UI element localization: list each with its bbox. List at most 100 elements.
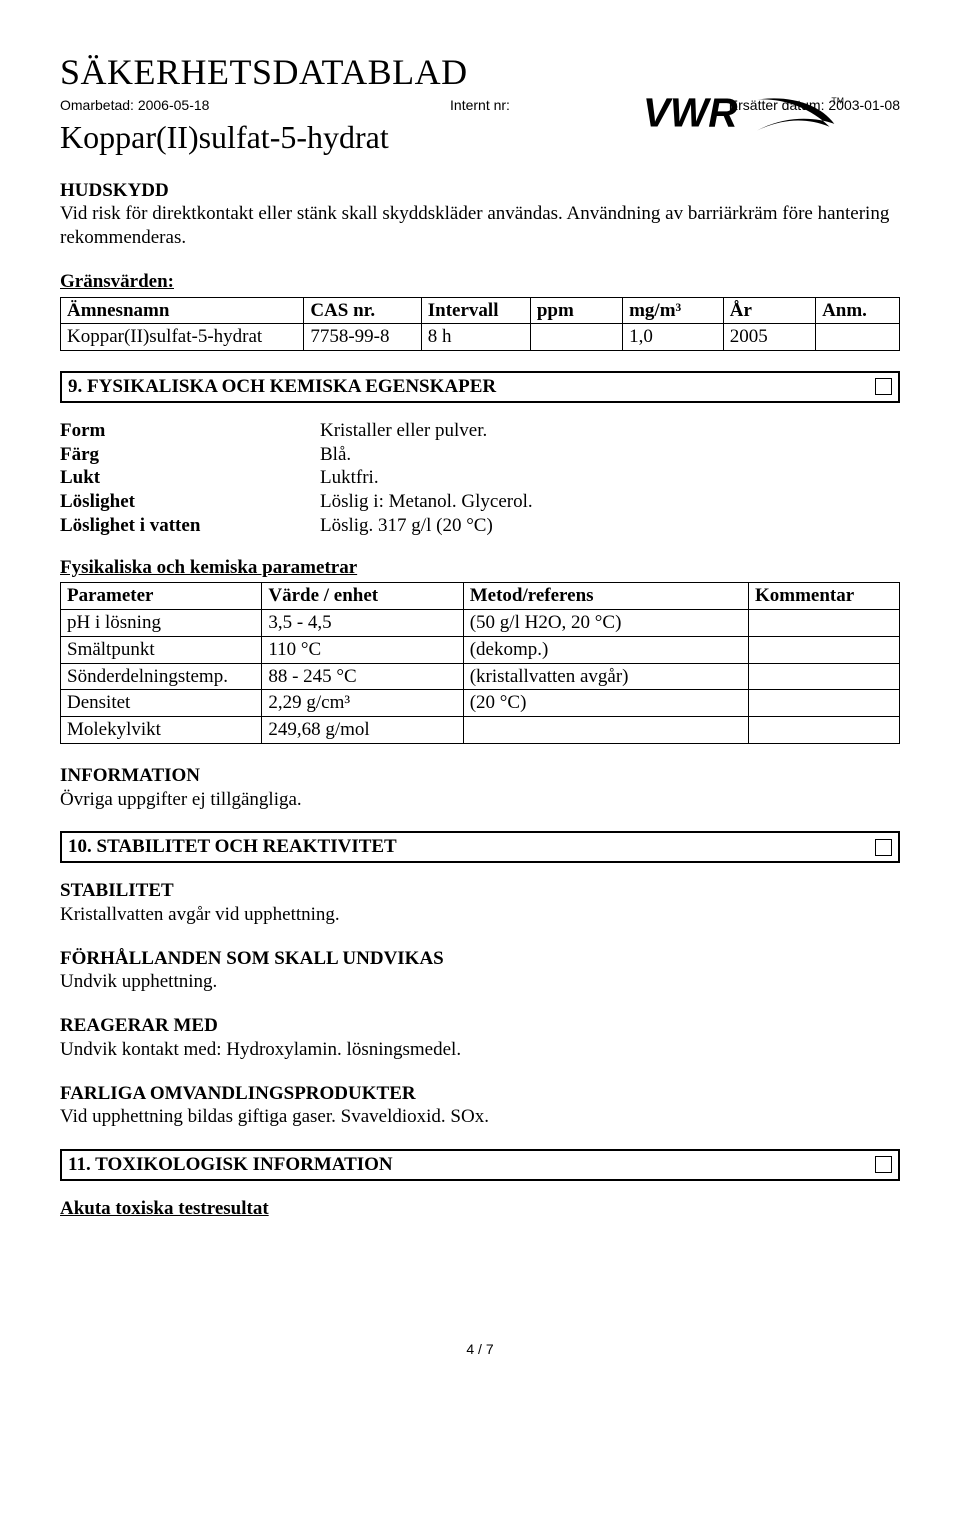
cell [748, 717, 899, 744]
section-10-title: 10. STABILITET OCH REAKTIVITET [68, 835, 397, 859]
gransvarden-table: Ämnesnamn CAS nr. Intervall ppm mg/m³ År… [60, 297, 900, 352]
cell: pH i lösning [61, 610, 262, 637]
table-row: Koppar(II)sulfat-5-hydrat 7758-99-8 8 h … [61, 324, 900, 351]
reacts-body: Undvik kontakt med: Hydroxylamin. lösnin… [60, 1038, 900, 1062]
table-row: Smältpunkt 110 °C (dekomp.) [61, 636, 900, 663]
cell: 249,68 g/mol [262, 717, 463, 744]
kv-val: Kristaller eller pulver. [320, 419, 900, 443]
cell: 7758-99-8 [304, 324, 421, 351]
table-row: Densitet 2,29 g/cm³ (20 °C) [61, 690, 900, 717]
cell: (20 °C) [463, 690, 748, 717]
col-mgm3: mg/m³ [623, 297, 724, 324]
kv-val: Löslig i: Metanol. Glycerol. [320, 490, 900, 514]
revised-label: Omarbetad: [60, 97, 134, 113]
hudskydd-title: HUDSKYDD [60, 179, 900, 203]
kv-val: Blå. [320, 443, 900, 467]
cell: 1,0 [623, 324, 724, 351]
cell: 2005 [723, 324, 815, 351]
conditions-title: FÖRHÅLLANDEN SOM SKALL UNDVIKAS [60, 947, 900, 971]
gransvarden-title: Gränsvärden: [60, 270, 900, 294]
cell: Koppar(II)sulfat-5-hydrat [61, 324, 304, 351]
decomp-block: FARLIGA OMVANDLINGSPRODUKTER Vid upphett… [60, 1082, 900, 1130]
col-intervall: Intervall [421, 297, 530, 324]
cell: Sönderdelningstemp. [61, 663, 262, 690]
stabilitet-title: STABILITET [60, 879, 900, 903]
information-body: Övriga uppgifter ej tillgängliga. [60, 788, 900, 812]
cell [748, 690, 899, 717]
cell: 3,5 - 4,5 [262, 610, 463, 637]
hudskydd-block: HUDSKYDD Vid risk för direktkontakt elle… [60, 179, 900, 250]
kv-key: Löslighet [60, 490, 320, 514]
acute-tox-title: Akuta toxiska testresultat [60, 1197, 900, 1221]
parameters-title: Fysikaliska och kemiska parametrar [60, 556, 900, 580]
kv-val: Löslig. 317 g/l (20 °C) [320, 514, 900, 538]
cell [748, 663, 899, 690]
cell [816, 324, 900, 351]
cell [748, 636, 899, 663]
phys-chem-properties: FormKristaller eller pulver. FärgBlå. Lu… [60, 419, 900, 538]
kv-key: Form [60, 419, 320, 443]
information-title: INFORMATION [60, 764, 900, 788]
cell: 110 °C [262, 636, 463, 663]
section-11-bar: 11. TOXIKOLOGISK INFORMATION [60, 1149, 900, 1181]
table-row: Molekylvikt 249,68 g/mol [61, 717, 900, 744]
svg-text:VWR: VWR [643, 90, 738, 136]
cell: (kristallvatten avgår) [463, 663, 748, 690]
cell: (50 g/l H2O, 20 °C) [463, 610, 748, 637]
col-parameter: Parameter [61, 583, 262, 610]
reacts-title: REAGERAR MED [60, 1014, 900, 1038]
col-ar: År [723, 297, 815, 324]
document-title: SÄKERHETSDATABLAD [60, 50, 900, 95]
information-block: INFORMATION Övriga uppgifter ej tillgäng… [60, 764, 900, 812]
col-amnesnamn: Ämnesnamn [61, 297, 304, 324]
acute-tox-block: Akuta toxiska testresultat [60, 1197, 900, 1221]
cell: Densitet [61, 690, 262, 717]
kv-key: Lukt [60, 466, 320, 490]
svg-text:TM: TM [831, 96, 844, 106]
cell: Smältpunkt [61, 636, 262, 663]
cell [530, 324, 622, 351]
col-comment: Kommentar [748, 583, 899, 610]
decomp-title: FARLIGA OMVANDLINGSPRODUKTER [60, 1082, 900, 1106]
reacts-block: REAGERAR MED Undvik kontakt med: Hydroxy… [60, 1014, 900, 1062]
table-row: pH i lösning 3,5 - 4,5 (50 g/l H2O, 20 °… [61, 610, 900, 637]
kv-key: Färg [60, 443, 320, 467]
section-9-title: 9. FYSIKALISKA OCH KEMISKA EGENSKAPER [68, 375, 496, 399]
checkbox-icon [875, 378, 892, 395]
cell: Molekylvikt [61, 717, 262, 744]
parameters-table: Parameter Värde / enhet Metod/referens K… [60, 582, 900, 744]
kv-val: Luktfri. [320, 466, 900, 490]
section-9-bar: 9. FYSIKALISKA OCH KEMISKA EGENSKAPER [60, 371, 900, 403]
col-ppm: ppm [530, 297, 622, 324]
table-header-row: Parameter Värde / enhet Metod/referens K… [61, 583, 900, 610]
col-anm: Anm. [816, 297, 900, 324]
section-10-bar: 10. STABILITET OCH REAKTIVITET [60, 831, 900, 863]
conditions-block: FÖRHÅLLANDEN SOM SKALL UNDVIKAS Undvik u… [60, 947, 900, 995]
internal-label: Internt nr: [450, 97, 510, 113]
decomp-body: Vid upphettning bildas giftiga gaser. Sv… [60, 1105, 900, 1129]
revised-value: 2006-05-18 [138, 97, 210, 113]
hudskydd-body: Vid risk för direktkontakt eller stänk s… [60, 202, 900, 250]
page-number: 4 / 7 [60, 1341, 900, 1359]
col-method: Metod/referens [463, 583, 748, 610]
stabilitet-body: Kristallvatten avgår vid upphettning. [60, 903, 900, 927]
cell: 88 - 245 °C [262, 663, 463, 690]
gransvarden-block: Gränsvärden: Ämnesnamn CAS nr. Intervall… [60, 270, 900, 351]
checkbox-icon [875, 1156, 892, 1173]
table-row: Sönderdelningstemp. 88 - 245 °C (kristal… [61, 663, 900, 690]
kv-key: Löslighet i vatten [60, 514, 320, 538]
checkbox-icon [875, 839, 892, 856]
cell: (dekomp.) [463, 636, 748, 663]
conditions-body: Undvik upphettning. [60, 970, 900, 994]
parameters-block: Fysikaliska och kemiska parametrar Param… [60, 556, 900, 744]
col-value: Värde / enhet [262, 583, 463, 610]
stabilitet-block: STABILITET Kristallvatten avgår vid upph… [60, 879, 900, 927]
cell: 8 h [421, 324, 530, 351]
cell [748, 610, 899, 637]
brand-logo: VWR TM [640, 90, 845, 155]
cell: 2,29 g/cm³ [262, 690, 463, 717]
section-11-title: 11. TOXIKOLOGISK INFORMATION [68, 1153, 393, 1177]
col-cas: CAS nr. [304, 297, 421, 324]
table-header-row: Ämnesnamn CAS nr. Intervall ppm mg/m³ År… [61, 297, 900, 324]
cell [463, 717, 748, 744]
